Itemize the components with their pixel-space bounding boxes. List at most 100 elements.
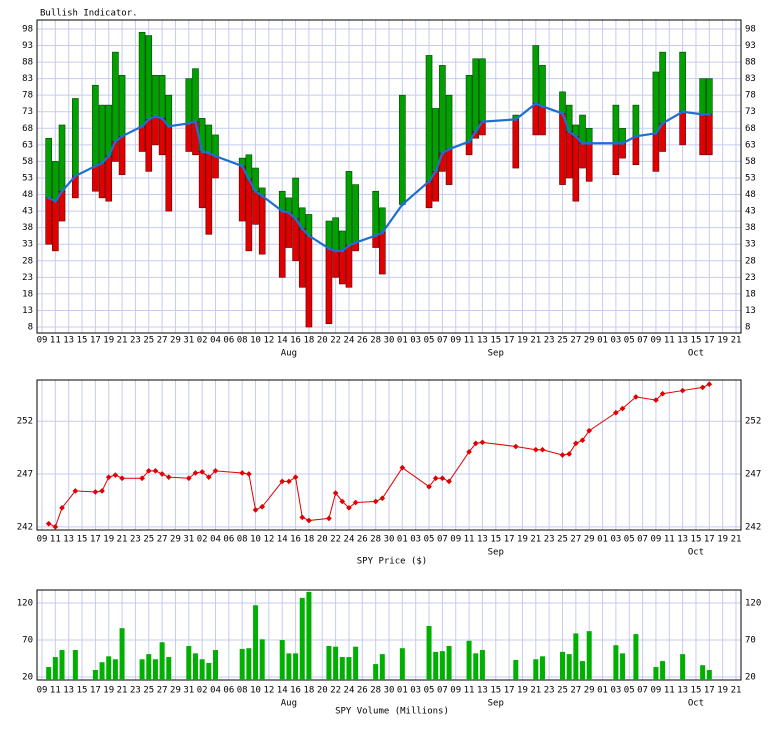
bull-bar (632, 104, 640, 137)
volume-bar (513, 660, 519, 680)
bull-bar (158, 75, 166, 119)
month-label: Oct (688, 349, 704, 359)
x-tick-label: 27 (570, 336, 581, 346)
price-point (185, 475, 192, 482)
price-point (52, 524, 59, 530)
x-tick-label: 11 (464, 336, 475, 346)
x-tick-label: 22 (330, 686, 341, 696)
bull-bar (292, 177, 299, 220)
price-point (292, 474, 299, 481)
y-tick-label-right: 43 (745, 207, 756, 217)
volume-bar (152, 659, 158, 680)
volume-bar (399, 648, 405, 680)
bear-bar (325, 248, 333, 325)
x-tick-label: 13 (677, 336, 688, 346)
bull-bar (465, 75, 473, 142)
volume-bar (326, 645, 332, 680)
indicator-point (587, 141, 591, 145)
x-tick-label: 17 (504, 686, 515, 696)
x-tick-label: 17 (704, 686, 715, 696)
y-tick-label: 43 (22, 207, 33, 217)
volume-bar (106, 656, 112, 680)
x-tick-label: 21 (731, 535, 742, 545)
indicator-point (60, 189, 64, 193)
bear-bar (338, 250, 346, 285)
x-tick-label: 23 (130, 535, 141, 545)
bear-bar (305, 235, 313, 328)
bull-bar (345, 171, 353, 246)
chart-title: SPY Volume (Millions) (335, 707, 449, 717)
x-tick-label: 09 (651, 535, 662, 545)
indicator-point (193, 120, 198, 124)
price-point (512, 443, 519, 450)
x-tick-label: 05 (424, 686, 435, 696)
indicator-point (514, 117, 518, 121)
volume-bar (446, 645, 452, 680)
x-tick-label: 27 (570, 535, 581, 545)
price-point (372, 498, 379, 505)
indicator-point (681, 110, 685, 114)
x-tick-label: 03 (410, 686, 421, 696)
bear-bar (512, 119, 520, 169)
volume-bar (379, 654, 385, 680)
x-tick-label: 01 (597, 336, 608, 346)
x-tick-label: 05 (624, 686, 635, 696)
x-tick-label: 11 (664, 336, 675, 346)
indicator-point (660, 121, 665, 125)
volume-bar (560, 651, 565, 680)
volume-bar (346, 657, 352, 680)
bear-bar (158, 118, 166, 156)
volume-bar (213, 650, 218, 680)
y-tick-label-right: 242 (745, 522, 761, 532)
x-tick-label: 22 (330, 535, 341, 545)
price-point (139, 475, 145, 482)
x-tick-label: 07 (437, 336, 448, 346)
indicator-point (574, 134, 578, 138)
bull-bar (652, 71, 660, 134)
x-tick-label: 19 (517, 535, 528, 545)
y-tick-label: 48 (22, 190, 33, 200)
indicator-point (100, 161, 104, 165)
x-tick-label: 07 (637, 336, 648, 346)
indicator-point (347, 243, 351, 248)
x-tick-label: 25 (557, 336, 568, 346)
indicator-point (107, 154, 111, 158)
x-tick-label: 15 (77, 535, 88, 545)
y-tick-label: 98 (22, 24, 33, 34)
price-point (466, 449, 472, 455)
price-point (573, 440, 579, 447)
indicator-point (534, 101, 538, 106)
y-tick-label-right: 8 (745, 323, 750, 333)
x-tick-label: 13 (677, 535, 688, 545)
bull-bar (352, 184, 359, 243)
plot-frame (36, 379, 742, 531)
x-tick-label: 09 (450, 336, 461, 346)
x-tick-label: 07 (437, 686, 448, 696)
indicator-point (247, 177, 251, 181)
price-point (246, 471, 252, 477)
bear-bar (565, 131, 573, 179)
x-tick-label: 13 (477, 336, 488, 346)
indicator-point (140, 124, 144, 128)
bull-bar (332, 217, 339, 252)
volume-bar (680, 654, 686, 680)
bear-bar (145, 119, 153, 172)
x-tick-label: 20 (317, 336, 328, 346)
y-tick-label-right: 247 (745, 470, 761, 480)
x-tick-label: 21 (530, 336, 541, 346)
x-tick-label: 21 (117, 336, 128, 346)
x-tick-label: 28 (370, 336, 381, 346)
bear-bar (572, 135, 580, 202)
indicator-point (447, 147, 451, 151)
bull-bar (612, 104, 620, 144)
price-point (286, 478, 292, 485)
bear-bar (612, 142, 620, 175)
volume-bar (99, 662, 105, 680)
y-tick-label-right: 58 (745, 157, 756, 167)
price-point (619, 405, 626, 412)
indicator-point (701, 112, 705, 116)
volume-bar (613, 645, 619, 680)
bear-bar (298, 228, 306, 288)
bear-bar (258, 195, 266, 255)
y-tick-label-right: 98 (745, 24, 756, 34)
